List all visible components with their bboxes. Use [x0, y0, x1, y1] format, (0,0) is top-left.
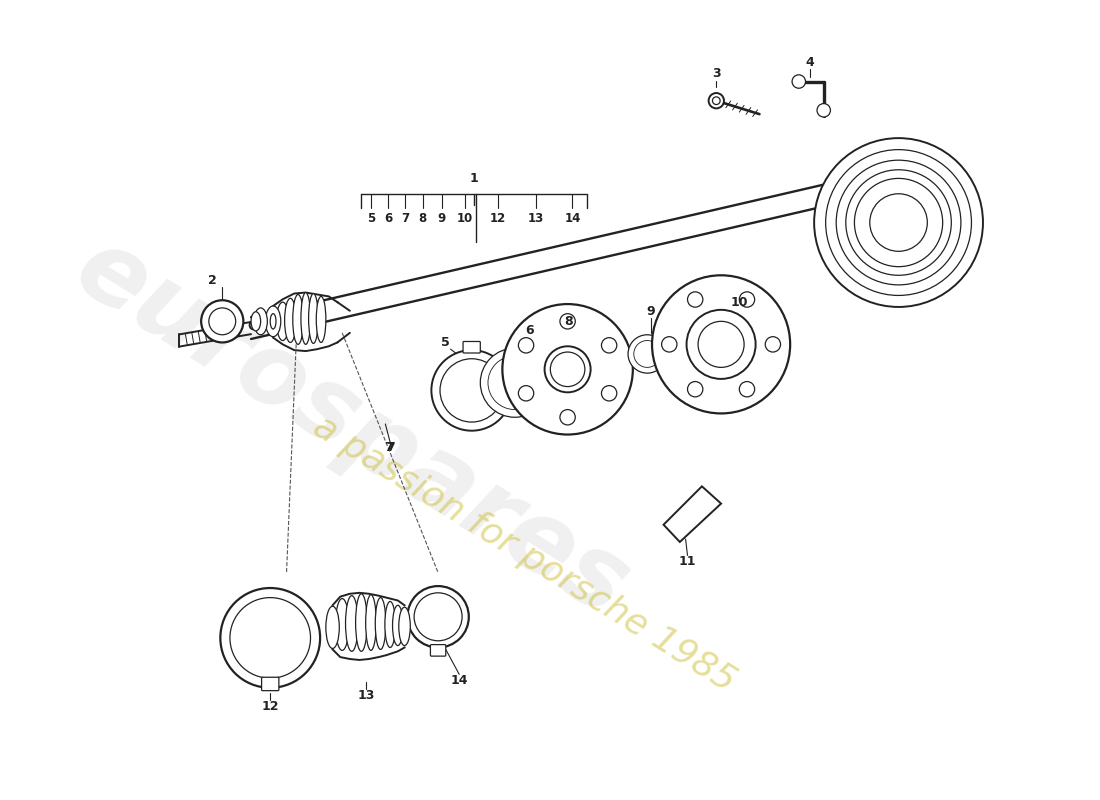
Ellipse shape [385, 602, 395, 647]
Circle shape [560, 410, 575, 425]
Circle shape [550, 352, 585, 386]
Text: 4: 4 [806, 56, 815, 69]
Text: 6: 6 [525, 325, 533, 338]
Text: 10: 10 [730, 296, 748, 309]
Circle shape [488, 356, 541, 410]
Circle shape [560, 314, 575, 329]
Circle shape [440, 358, 504, 422]
Ellipse shape [293, 294, 304, 344]
Circle shape [544, 346, 591, 392]
Circle shape [628, 334, 667, 373]
Circle shape [602, 338, 617, 353]
Text: 8: 8 [419, 212, 427, 225]
Circle shape [739, 292, 755, 307]
Circle shape [481, 348, 549, 418]
Circle shape [814, 138, 983, 307]
Ellipse shape [254, 308, 267, 334]
Circle shape [826, 150, 971, 295]
Text: 13: 13 [528, 212, 544, 225]
Text: 7: 7 [402, 212, 409, 225]
Text: 14: 14 [564, 212, 581, 225]
Circle shape [602, 386, 617, 401]
Circle shape [713, 97, 721, 105]
Text: 7: 7 [384, 442, 393, 454]
Circle shape [209, 308, 235, 334]
Text: 2: 2 [208, 274, 217, 286]
Text: 7: 7 [386, 442, 395, 454]
Circle shape [518, 386, 534, 401]
Text: eurospares: eurospares [58, 220, 646, 638]
Text: 3: 3 [712, 67, 720, 80]
Circle shape [686, 310, 756, 379]
Text: 13: 13 [358, 689, 375, 702]
Text: 11: 11 [679, 554, 696, 568]
Ellipse shape [301, 293, 310, 344]
Ellipse shape [336, 598, 349, 650]
Ellipse shape [317, 296, 326, 342]
Circle shape [739, 382, 755, 397]
Text: a passion for porsche 1985: a passion for porsche 1985 [307, 409, 741, 698]
Circle shape [817, 103, 830, 117]
Circle shape [688, 292, 703, 307]
Text: 9: 9 [438, 212, 447, 225]
FancyBboxPatch shape [463, 342, 481, 353]
Text: 5: 5 [441, 336, 450, 349]
Circle shape [414, 593, 462, 641]
Circle shape [792, 75, 805, 88]
Ellipse shape [265, 306, 280, 337]
Circle shape [634, 341, 661, 367]
Ellipse shape [393, 606, 403, 646]
Circle shape [407, 586, 469, 647]
FancyBboxPatch shape [262, 678, 279, 690]
Text: 9: 9 [647, 306, 656, 318]
Ellipse shape [345, 596, 358, 651]
FancyBboxPatch shape [430, 645, 446, 656]
Ellipse shape [399, 607, 410, 646]
Circle shape [230, 598, 310, 678]
Text: 6: 6 [384, 212, 393, 225]
Circle shape [846, 170, 952, 275]
Text: 12: 12 [490, 212, 506, 225]
Circle shape [855, 178, 943, 266]
Circle shape [503, 304, 632, 434]
Circle shape [661, 337, 676, 352]
Ellipse shape [285, 298, 296, 342]
Text: 5: 5 [366, 212, 375, 225]
Circle shape [688, 382, 703, 397]
Text: 8: 8 [564, 315, 573, 328]
Circle shape [201, 300, 243, 342]
Ellipse shape [251, 312, 261, 331]
Polygon shape [663, 486, 722, 542]
Ellipse shape [365, 594, 376, 650]
Ellipse shape [271, 314, 276, 329]
Circle shape [698, 322, 744, 367]
Text: 10: 10 [456, 212, 473, 225]
Circle shape [652, 275, 790, 414]
Ellipse shape [326, 606, 339, 649]
Circle shape [518, 338, 534, 353]
Circle shape [870, 194, 927, 251]
Circle shape [250, 321, 258, 330]
Circle shape [766, 337, 781, 352]
Text: 1: 1 [470, 172, 478, 185]
Circle shape [431, 350, 512, 430]
Ellipse shape [309, 294, 318, 343]
Ellipse shape [355, 594, 367, 651]
Text: 14: 14 [451, 674, 468, 686]
Circle shape [220, 588, 320, 688]
Ellipse shape [375, 598, 386, 650]
Ellipse shape [276, 302, 289, 341]
Text: 12: 12 [262, 701, 279, 714]
Circle shape [836, 160, 961, 285]
Circle shape [708, 93, 724, 108]
